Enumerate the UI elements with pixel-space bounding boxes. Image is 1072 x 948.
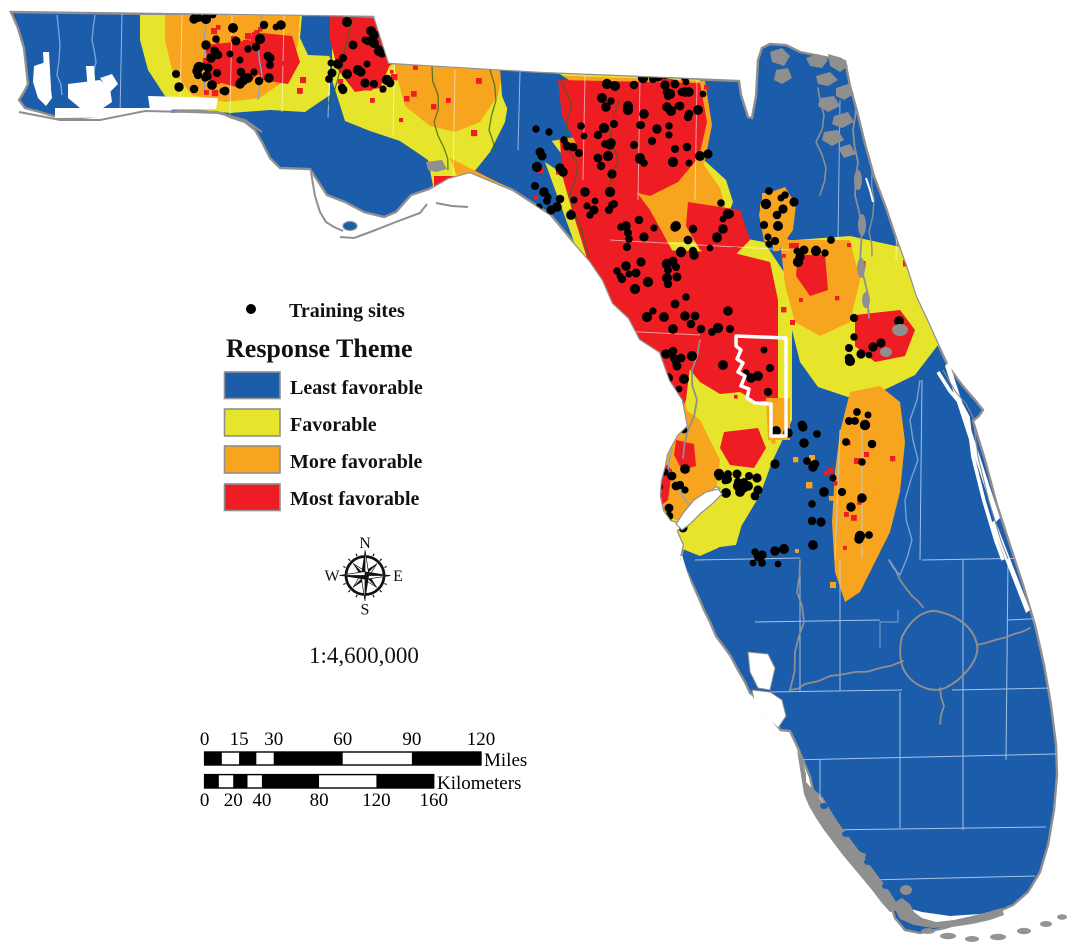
svg-text:Favorable: Favorable (290, 414, 377, 436)
svg-text:W: W (324, 568, 340, 585)
svg-text:40: 40 (252, 790, 271, 811)
svg-text:0: 0 (200, 729, 210, 750)
svg-text:1:4,600,000: 1:4,600,000 (309, 643, 419, 668)
svg-text:0: 0 (200, 790, 210, 811)
svg-text:Response Theme: Response Theme (226, 334, 413, 363)
svg-text:S: S (361, 602, 370, 619)
svg-text:Training sites: Training sites (289, 300, 405, 322)
svg-text:120: 120 (467, 729, 496, 750)
svg-text:Least favorable: Least favorable (290, 377, 423, 399)
svg-text:15: 15 (230, 729, 249, 750)
svg-text:80: 80 (310, 790, 329, 811)
svg-text:30: 30 (264, 729, 283, 750)
svg-text:20: 20 (224, 790, 243, 811)
svg-text:Miles: Miles (484, 750, 527, 771)
svg-text:60: 60 (333, 729, 352, 750)
svg-text:E: E (393, 568, 403, 585)
svg-text:N: N (359, 535, 371, 552)
svg-text:Most favorable: Most favorable (290, 488, 420, 510)
svg-text:More favorable: More favorable (290, 451, 422, 473)
svg-text:120: 120 (362, 790, 391, 811)
svg-text:Kilometers: Kilometers (437, 773, 521, 794)
svg-text:160: 160 (419, 790, 448, 811)
svg-text:90: 90 (402, 729, 421, 750)
